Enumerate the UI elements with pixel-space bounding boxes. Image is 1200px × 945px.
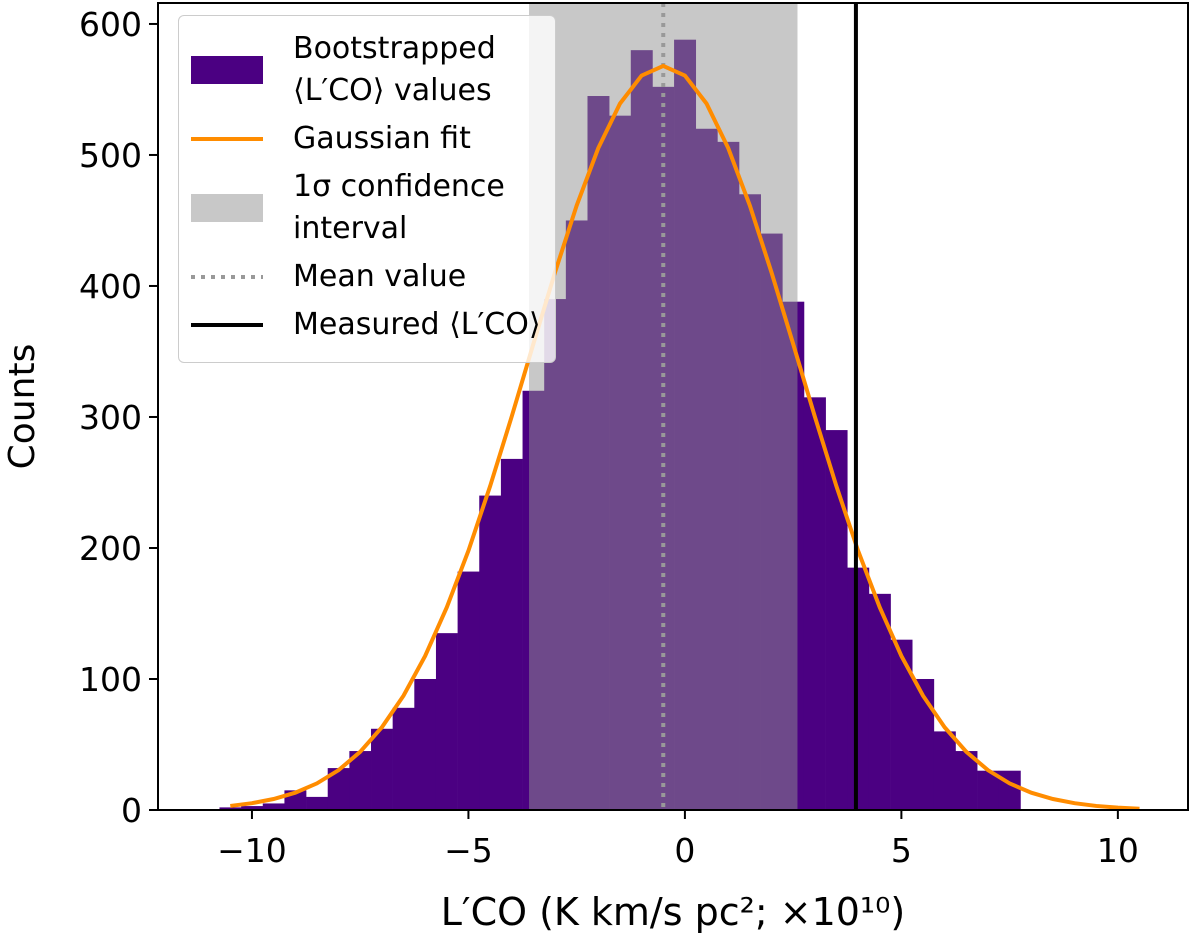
legend-symbol [191, 56, 263, 84]
bar [847, 567, 870, 810]
legend-symbol [191, 275, 263, 279]
x-tick-label: −5 [444, 831, 493, 870]
plot-area [219, 3, 1140, 810]
bar [803, 397, 826, 810]
legend-label: 1σ confidence interval [293, 169, 505, 246]
bar [435, 633, 458, 810]
bar [868, 593, 891, 810]
legend-entry: Mean value [191, 256, 547, 298]
legend-patch [191, 194, 263, 222]
legend-label: Bootstrapped ⟨L′CO⟩ values [293, 31, 496, 108]
bar [955, 751, 978, 810]
y-tick-label: 500 [79, 136, 142, 175]
fit-line [230, 63, 1140, 810]
y-tick-label: 200 [79, 529, 142, 568]
bar [371, 728, 393, 810]
bar [219, 807, 242, 810]
bar [306, 796, 329, 810]
legend-entry: Gaussian fit [191, 118, 547, 160]
bar [933, 731, 956, 810]
legend-symbol [191, 137, 263, 141]
x-axis-label: L′CO (K km/s pc²; ×10¹⁰) [441, 890, 905, 934]
legend-swatch [191, 305, 263, 345]
bar [392, 707, 415, 810]
y-tick-label: 400 [79, 267, 142, 306]
bar [825, 430, 848, 810]
legend-patch [191, 56, 263, 84]
bar [500, 458, 523, 810]
y-tick-label: 100 [79, 660, 142, 699]
x-tick-label: −10 [217, 831, 287, 870]
legend-swatch [191, 119, 263, 159]
legend-entry: Bootstrapped ⟨L′CO⟩ values [191, 28, 547, 112]
bar [349, 751, 372, 810]
bar [912, 678, 935, 810]
y-axis-label: Counts [2, 344, 43, 470]
legend-symbol [191, 194, 263, 222]
legend: Bootstrapped ⟨L′CO⟩ values Gaussian fit 1σ… [178, 15, 556, 363]
legend-label: Measured ⟨L′CO⟩ [293, 307, 541, 342]
legend-entry: 1σ confidence interval [191, 166, 547, 250]
y-tick-label: 600 [79, 5, 142, 44]
legend-entry: Measured ⟨L′CO⟩ [191, 304, 547, 346]
bar [414, 678, 437, 810]
bar [457, 571, 480, 810]
bar [890, 639, 913, 810]
legend-swatch [191, 188, 263, 228]
legend-label: Gaussian fit [293, 121, 471, 156]
bar [327, 768, 350, 810]
y-tick-label: 0 [121, 791, 142, 830]
legend-swatch [191, 50, 263, 90]
bar [241, 806, 264, 810]
y-tick-label: 300 [79, 398, 142, 437]
x-tick-label: 10 [1097, 831, 1139, 870]
axes-frame [157, 2, 1189, 811]
x-tick-label: 0 [674, 831, 695, 870]
bar [262, 803, 285, 810]
bar [977, 770, 1000, 810]
bar [479, 495, 502, 810]
legend-label: Mean value [293, 259, 467, 294]
x-tick-label: 5 [891, 831, 912, 870]
legend-symbol [191, 323, 263, 327]
legend-swatch [191, 257, 263, 297]
